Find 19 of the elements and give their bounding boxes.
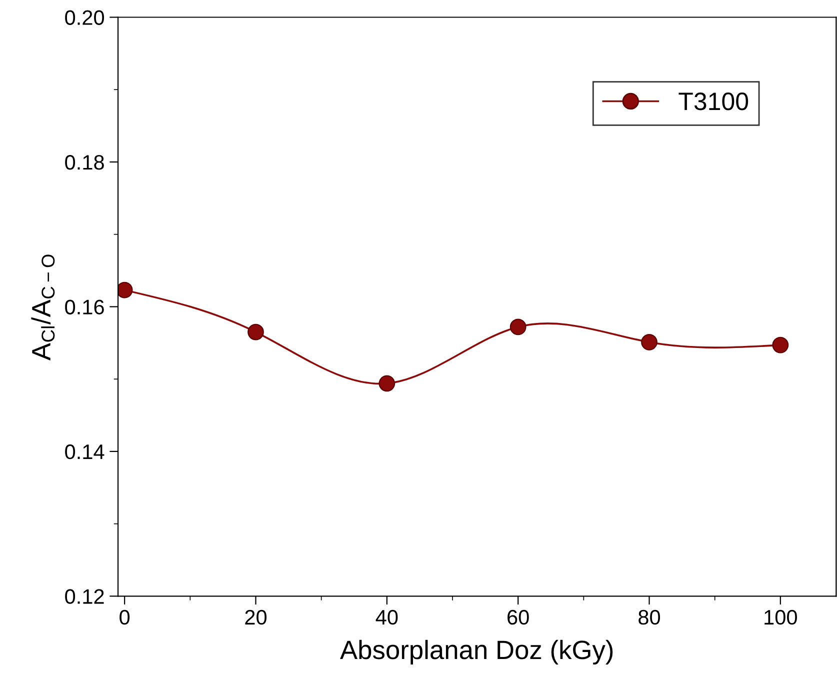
y-tick-label: 0.18 [65,154,104,170]
point [510,318,526,336]
point [378,375,396,392]
x-tick-label: 20 [245,610,267,625]
x-tick-label: 80 [638,610,660,625]
point [248,324,264,340]
x-tick-label: 40 [376,610,398,625]
x-tick-label: 60 [508,610,529,625]
y-axis-title: A$_{Cl}$/A$_{C−O}$ [31,254,55,360]
y-tick-label: 0.16 [65,300,104,314]
y-tick-label: 0.20 [65,10,104,26]
legend-label: T3100 [678,92,748,110]
point [641,334,658,350]
x-tick-label: 100 [764,610,797,625]
y-tick-label: 0.12 [65,589,104,604]
point [772,336,789,354]
y-tick-label: 0.14 [65,444,104,460]
x-tick-label: 0 [120,610,130,625]
x-axis-title: Absorplanan Doz (kGy) [340,640,613,664]
